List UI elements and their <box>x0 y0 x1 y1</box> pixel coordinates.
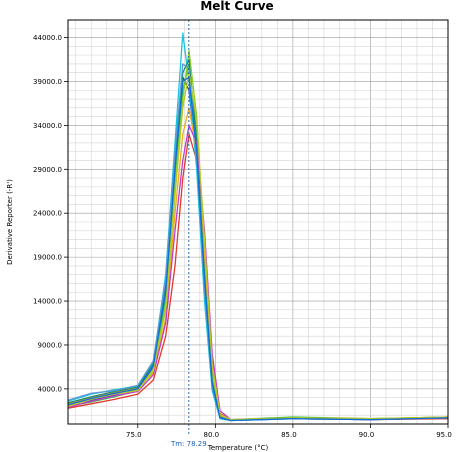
x-tick-label: 85.0 <box>281 431 297 439</box>
tick-labels: 75.0 80.0 85.0 90.0 95.0 4000.0 9000.0 14000.0 1… <box>33 34 452 439</box>
y-tick-label: 19000.0 <box>33 254 62 262</box>
y-tick-label: 4000.0 <box>38 385 63 393</box>
melt-series-line-2 <box>67 76 449 422</box>
melt-series-line-11 <box>67 76 449 422</box>
tm-marker-label: Tm: 78.29 <box>170 440 207 448</box>
melt-series-line-7 <box>67 58 449 422</box>
x-axis-label: Temperature (°C) <box>207 444 269 452</box>
grid <box>68 20 448 424</box>
melt-series-line-1 <box>67 63 449 421</box>
x-tick-label: 80.0 <box>204 431 220 439</box>
plot-frame <box>67 19 449 425</box>
y-tick-label: 39000.0 <box>33 78 62 86</box>
x-tick-label: 75.0 <box>126 431 142 439</box>
y-tick-label: 14000.0 <box>33 298 62 306</box>
y-tick-label: 24000.0 <box>33 210 62 218</box>
melt-series-line-6 <box>67 107 449 421</box>
y-tick-label: 34000.0 <box>33 122 62 130</box>
melt-series-line-3 <box>67 133 449 421</box>
y-tick-label: 44000.0 <box>33 34 62 42</box>
tm-marker-group: Tm: 78.29 <box>170 20 207 448</box>
y-tick-label: 29000.0 <box>33 166 62 174</box>
x-tick-label: 90.0 <box>359 431 375 439</box>
x-tick-label: 95.0 <box>436 431 452 439</box>
y-axis-label: Derivative Reporter (-R') <box>6 179 14 265</box>
melt-series-line-10 <box>67 72 449 421</box>
melt-series-line-9 <box>67 63 449 422</box>
melt-series-line-5 <box>67 50 449 421</box>
chart-title: Melt Curve <box>200 0 273 13</box>
y-tick-label: 9000.0 <box>38 341 63 349</box>
